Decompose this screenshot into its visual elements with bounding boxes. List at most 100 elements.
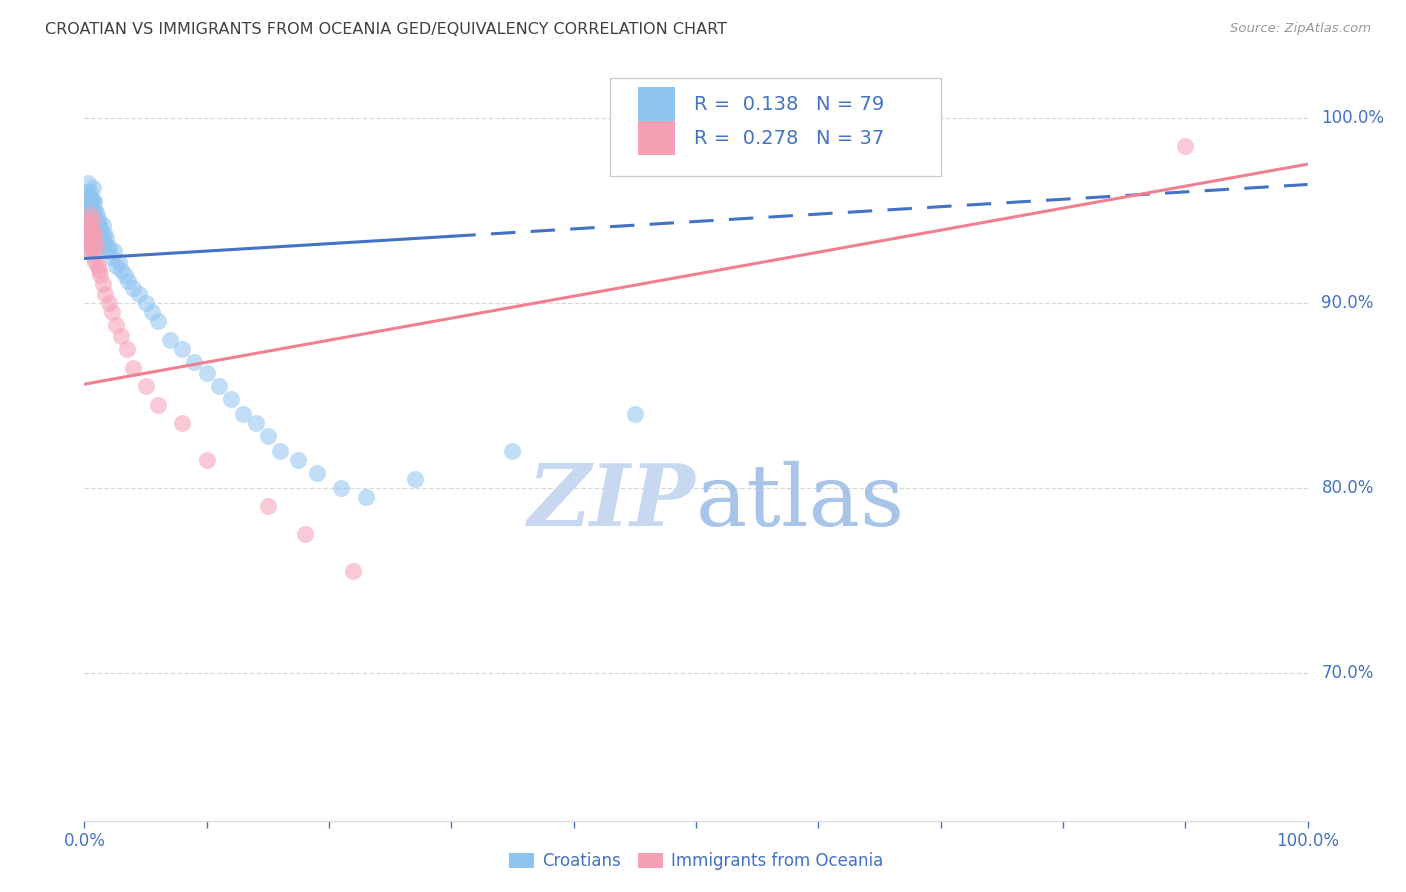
Point: [97, 296, 120, 310]
Text: CROATIAN VS IMMIGRANTS FROM OCEANIA GED/EQUIVALENCY CORRELATION CHART: CROATIAN VS IMMIGRANTS FROM OCEANIA GED/…: [45, 22, 727, 37]
Point: [83, 250, 105, 264]
Text: N = 37: N = 37: [815, 128, 884, 148]
Point: [94, 286, 117, 301]
Point: [269, 443, 291, 458]
Point: [141, 305, 163, 319]
Point: [624, 407, 647, 421]
Point: [93, 226, 115, 240]
Point: [86, 240, 108, 254]
Point: [87, 216, 110, 230]
Bar: [638, 121, 675, 155]
Point: [87, 259, 110, 273]
Point: [89, 222, 111, 236]
Point: [257, 429, 280, 443]
Point: [91, 231, 114, 245]
Point: [77, 176, 100, 190]
Point: [84, 216, 107, 230]
Point: [183, 355, 205, 369]
Point: [1174, 138, 1197, 153]
Point: [103, 244, 125, 258]
Point: [83, 226, 105, 240]
Point: [257, 500, 280, 514]
FancyBboxPatch shape: [610, 78, 941, 177]
Point: [128, 286, 150, 301]
Point: [77, 231, 100, 245]
Point: [219, 392, 242, 406]
Point: [82, 222, 104, 236]
Point: [97, 244, 120, 258]
Point: [79, 207, 101, 221]
Point: [91, 218, 114, 232]
Point: [77, 236, 100, 251]
Point: [79, 226, 101, 240]
Point: [77, 212, 100, 227]
Point: [208, 379, 231, 393]
Point: [80, 222, 103, 236]
Text: 100.0%: 100.0%: [1322, 109, 1385, 127]
Point: [77, 218, 100, 232]
Text: Source: ZipAtlas.com: Source: ZipAtlas.com: [1230, 22, 1371, 36]
Point: [76, 194, 98, 208]
Point: [105, 318, 128, 332]
Point: [76, 203, 98, 218]
Point: [172, 342, 194, 356]
Point: [79, 194, 101, 208]
Point: [79, 207, 101, 221]
Point: [354, 490, 377, 504]
Point: [94, 236, 117, 251]
Point: [84, 255, 107, 269]
Point: [305, 466, 328, 480]
Point: [245, 416, 267, 430]
Text: R =  0.138: R = 0.138: [693, 95, 797, 113]
Point: [195, 453, 218, 467]
Point: [80, 226, 103, 240]
Point: [96, 231, 118, 245]
Point: [89, 268, 111, 282]
Point: [84, 231, 107, 245]
Point: [114, 268, 136, 282]
Point: [159, 333, 181, 347]
Point: [82, 212, 104, 227]
Point: [80, 194, 103, 208]
Bar: [638, 87, 675, 121]
Legend: Croatians, Immigrants from Oceania: Croatians, Immigrants from Oceania: [502, 846, 890, 877]
Point: [79, 185, 101, 199]
Point: [76, 222, 98, 236]
Point: [146, 314, 169, 328]
Point: [330, 481, 353, 495]
Point: [77, 212, 100, 227]
Point: [76, 240, 98, 254]
Point: [110, 262, 132, 277]
Point: [80, 214, 103, 228]
Point: [79, 244, 101, 258]
Point: [87, 262, 110, 277]
Point: [342, 564, 364, 578]
Point: [105, 259, 128, 273]
Point: [90, 226, 112, 240]
Point: [83, 222, 105, 236]
Point: [86, 231, 108, 245]
Point: [82, 236, 104, 251]
Point: [82, 194, 104, 208]
Point: [146, 398, 169, 412]
Point: [287, 453, 309, 467]
Point: [77, 222, 100, 236]
Point: [77, 231, 100, 245]
Point: [84, 203, 107, 218]
Text: N = 79: N = 79: [815, 95, 884, 113]
Text: atlas: atlas: [696, 460, 905, 544]
Point: [87, 212, 110, 227]
Text: R =  0.278: R = 0.278: [693, 128, 797, 148]
Point: [232, 407, 254, 421]
Point: [122, 360, 145, 375]
Text: 90.0%: 90.0%: [1322, 293, 1374, 312]
Point: [86, 218, 108, 232]
Point: [91, 277, 114, 292]
Point: [100, 250, 122, 264]
Point: [135, 296, 157, 310]
Point: [87, 229, 110, 244]
Point: [80, 203, 103, 218]
Point: [107, 255, 129, 269]
Text: 80.0%: 80.0%: [1322, 479, 1374, 497]
Point: [86, 207, 108, 221]
